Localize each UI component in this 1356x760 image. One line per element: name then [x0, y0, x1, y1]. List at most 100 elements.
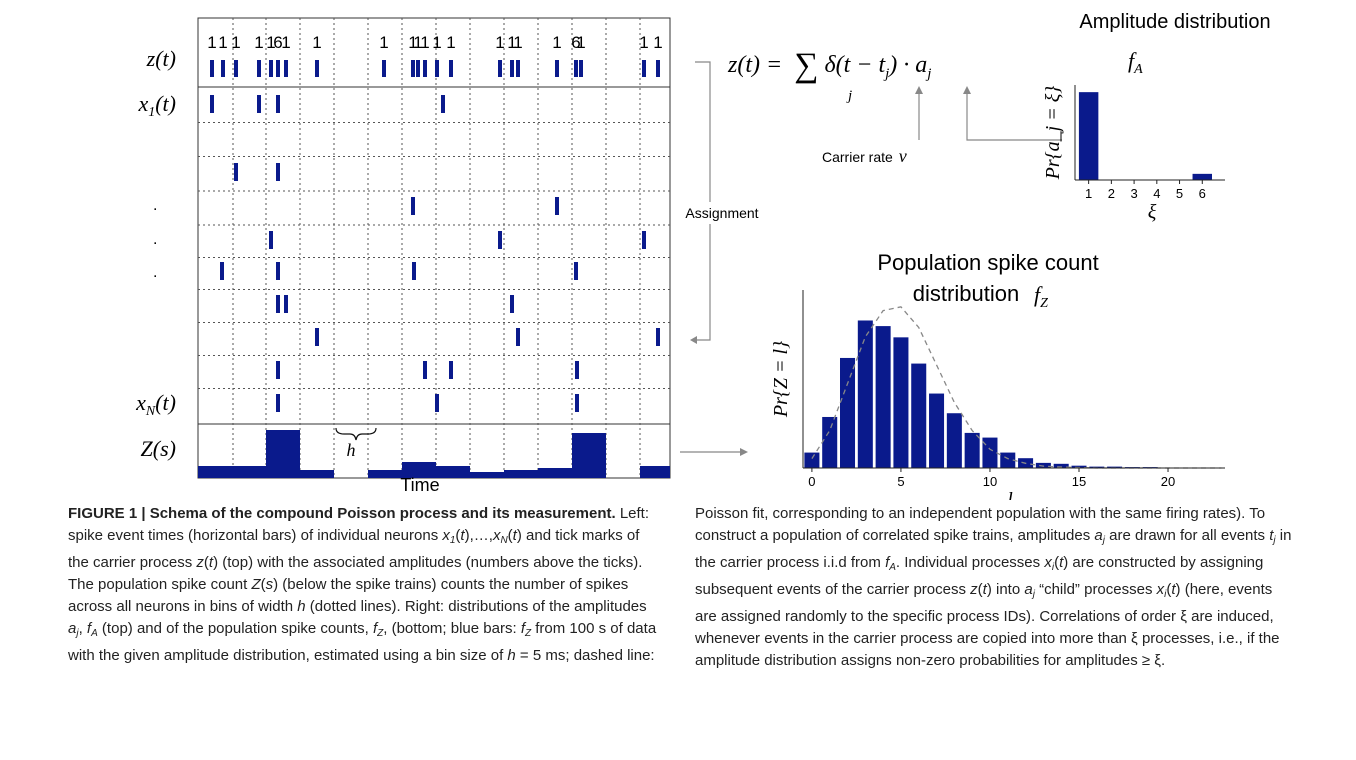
spike [315, 328, 319, 346]
caption-text: = 5 ms; dashed line: [515, 647, 655, 664]
spike [220, 262, 224, 280]
carrier-tick [210, 60, 214, 77]
brace [335, 427, 377, 441]
carrier-tick [284, 60, 288, 77]
spike [234, 163, 238, 181]
caption-text: x [442, 527, 450, 544]
caption-text: ( [1054, 554, 1060, 571]
bar [910, 362, 928, 469]
bar [928, 392, 946, 469]
bin-label: h [347, 440, 356, 460]
caption-text: ( [260, 576, 266, 593]
spike [269, 231, 273, 249]
carrier-tick [574, 60, 578, 77]
bar [981, 436, 999, 469]
x-tick-label: 5 [897, 474, 904, 489]
bar [839, 356, 857, 469]
carrier-tick [416, 60, 420, 77]
amplitude-label: 1 [281, 33, 290, 52]
caption-text: t [208, 554, 214, 571]
spike [210, 95, 214, 113]
spike [555, 197, 559, 215]
arrowhead [915, 86, 923, 94]
caption-text: ( [203, 554, 209, 571]
amplitude-label: 1 [266, 33, 275, 52]
carrier-tick [498, 60, 502, 77]
caption-text: ) into [986, 581, 1025, 598]
count-bar [470, 472, 504, 478]
amplitude-label: 1 [552, 33, 561, 52]
carrier-tick [579, 60, 583, 77]
caption-text: ) and tick marks of the carrier process [68, 527, 640, 571]
bar [803, 451, 821, 469]
caption-text: , [78, 620, 87, 637]
carrier-tick [221, 60, 225, 77]
carrier-tick [449, 60, 453, 77]
caption-text: ),…, [464, 527, 493, 544]
assignment-label: Assignment [685, 205, 758, 221]
ellipsis: . [153, 197, 157, 214]
x-tick-label: 10 [983, 474, 997, 489]
raster: 1 1 1 1 161 1 1 111 1 1 1 11 1 61 1 1 [198, 18, 670, 478]
x-axis-label: l [1007, 489, 1013, 500]
caption-text: t [1059, 554, 1064, 571]
y-axis-label: Pr{a_j = ξ} [1042, 86, 1064, 181]
chart-title: Amplitude distribution [1079, 11, 1270, 33]
amplitude-label: 1 [639, 33, 648, 52]
amplitude-label: 1 [254, 33, 263, 52]
count-bar [198, 466, 233, 478]
sub-index: A [1133, 62, 1143, 77]
spike [510, 295, 514, 313]
spike [642, 231, 646, 249]
caption-text: “child” processes [1034, 581, 1157, 598]
caption-text: j [1273, 535, 1276, 546]
amplitude-label: 1 [218, 33, 227, 52]
caption-text: Poisson fit, corresponding to an indepen… [695, 505, 1266, 544]
caption-text: z [196, 554, 204, 571]
row-label: x1(t) [137, 91, 176, 120]
bar [963, 431, 981, 469]
amplitude-label: 1 [312, 33, 321, 52]
amplitude-label: 1 [379, 33, 388, 52]
amplitude-label: 1 [576, 33, 585, 52]
caption-text: a [1024, 581, 1033, 598]
carrier-tick [269, 60, 273, 77]
caption-text: ( [507, 527, 513, 544]
figure: 1 1 1 1 161 1 1 111 1 1 1 11 1 61 1 1 z(t) x1(t) . . . … [135, 11, 1270, 500]
caption-text: ) (top) with the associated amplitudes (… [68, 554, 643, 593]
caption-text: x [1044, 554, 1052, 571]
carrier-tick [411, 60, 415, 77]
count-bar [572, 433, 606, 478]
spike [276, 95, 280, 113]
caption-text: j [1032, 589, 1035, 600]
chart-subtitle: fZ [1034, 282, 1048, 311]
carrier-tick [656, 60, 660, 77]
count-bar [300, 470, 334, 478]
spike [449, 361, 453, 379]
caption-text: h [507, 647, 516, 664]
caption-text: f [372, 620, 378, 637]
caption-text: ( [1166, 581, 1172, 598]
count-bar [233, 466, 266, 478]
chart-title: distribution [913, 281, 1019, 306]
bar [892, 336, 910, 469]
caption-text: ( [977, 581, 983, 598]
spike [516, 328, 520, 346]
spike [575, 394, 579, 412]
caption-text: i [1051, 562, 1055, 573]
caption-text: z [970, 581, 978, 598]
count-bar [640, 466, 670, 478]
x-axis-label: ξ [1148, 201, 1157, 223]
caption-text: f [86, 620, 92, 637]
spike [412, 262, 416, 280]
sum-index: j [846, 88, 852, 104]
sub-base: f [1034, 282, 1043, 307]
bar [821, 415, 839, 469]
caption-left: FIGURE 1 | Schema of the compound Poisso… [68, 503, 660, 667]
count-bar [402, 462, 436, 478]
caption-right: Poisson fit, corresponding to an indepen… [695, 503, 1295, 672]
bar [1077, 91, 1100, 181]
carrier-tick [382, 60, 386, 77]
carrier-tick [435, 60, 439, 77]
